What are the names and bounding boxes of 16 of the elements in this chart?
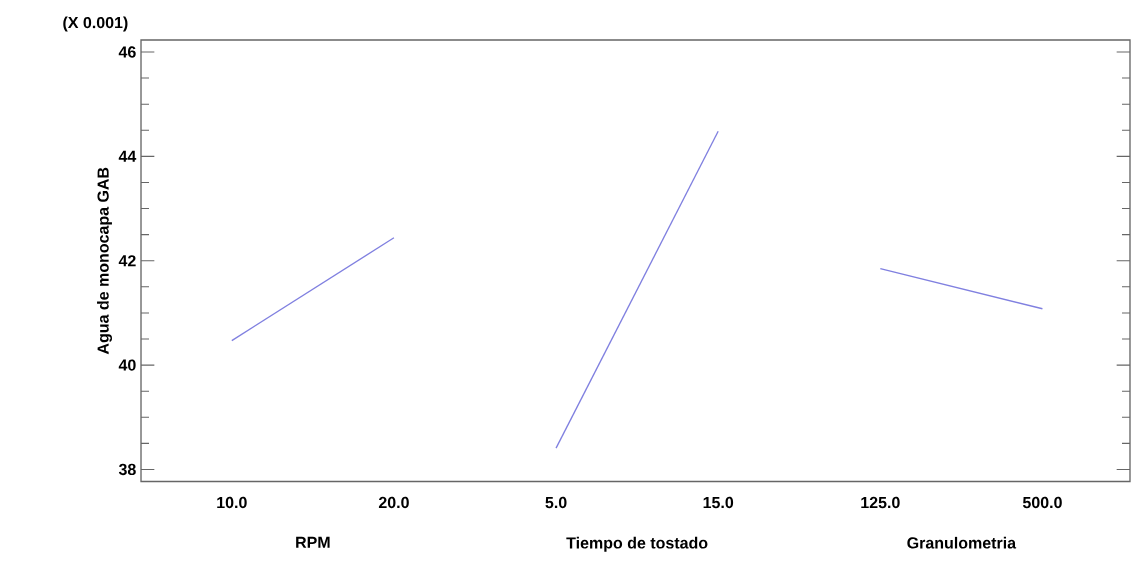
y-tick-label: 38 xyxy=(118,463,136,476)
x-tick-label: 5.0 xyxy=(545,496,567,509)
y-tick-label: 46 xyxy=(118,46,136,58)
x-tick-label: 500.0 xyxy=(1022,496,1062,509)
y-axis-title: Agua de monocapa GAB xyxy=(97,167,113,355)
x-tick-label: 15.0 xyxy=(703,496,734,509)
text: Granulometria xyxy=(907,536,1017,549)
y-tick-label: 40 xyxy=(118,359,136,371)
text: RPM xyxy=(296,536,330,548)
text: (X 0.001) xyxy=(63,16,128,32)
text: Tiempo de tostado xyxy=(566,536,708,552)
x-tick-label: 125.0 xyxy=(861,496,900,509)
x-tick-label: 20.0 xyxy=(378,496,409,509)
y-tick-label: 44 xyxy=(118,150,137,162)
x-tick-label: 10.0 xyxy=(217,496,247,509)
y-tick-label: 42 xyxy=(118,255,136,267)
